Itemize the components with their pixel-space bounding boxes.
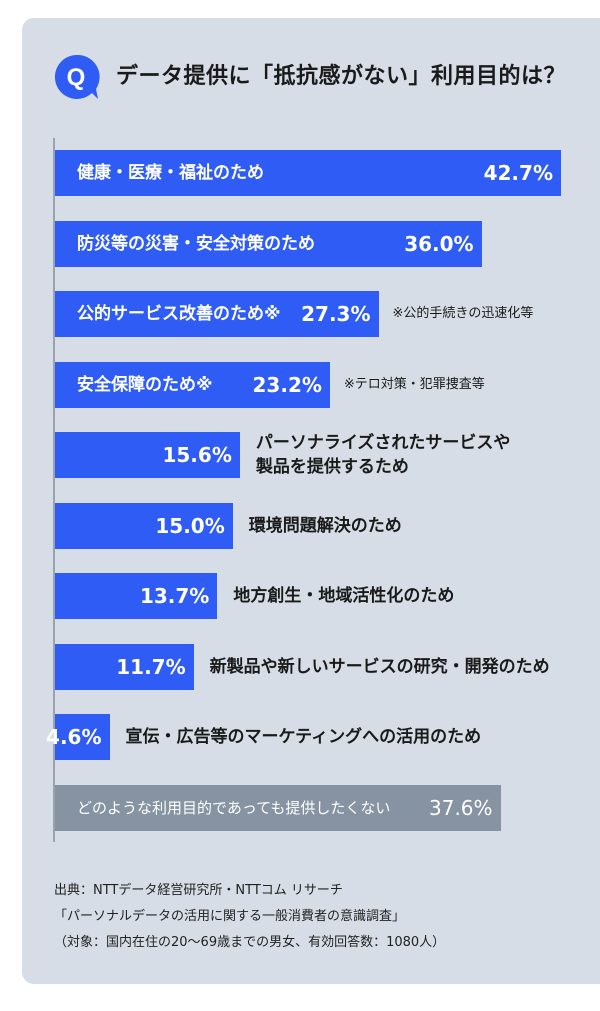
source-line-2: 「パーソナルデータの活用に関する一般消費者の意識調査」 [54,909,406,924]
chart-axis-line [53,138,55,842]
bar-category-label: 環境問題解決のため [249,514,402,538]
bar-value-label: 23.2% [252,372,322,397]
bar-category-label: 宣伝・広告等のマーケティングへの活用のため [126,725,482,749]
chart-title: データ提供に「抵抗感がない」利用目的は？ [116,64,567,89]
source-line-3: （対象：国内在住の20〜69歳までの男女、有効回答数：1080人） [54,935,446,950]
bar-note: ※公的手続きの迅速化等 [392,306,534,321]
bar-category-label-line: 健康・医療・福祉のため [77,163,264,183]
bar-2 [55,291,379,337]
bar-7 [55,643,194,690]
bar-value-label: 27.3% [301,302,371,326]
question-badge-letter: Q [67,64,86,91]
bar-value-label: 15.0% [155,513,225,538]
bar-category-label: 安全保障のため※ [77,373,213,397]
bar-category-label-line: パーソナライズされたサービスや [255,433,511,453]
bar-category-label-line: 公的サービス改善のため※ [77,304,281,324]
question-badge-icon: Q [52,53,100,101]
bar-value-label: 42.7% [483,161,553,185]
bar-3 [55,361,330,408]
bar-category-label-line: 宣伝・広告等のマーケティングへの活用のため [125,727,482,747]
source-note: 出典：NTTデータ経営研究所・NTTコム リサーチ 「パーソナルデータの活用に関… [54,878,445,956]
bar-value-label: 15.6% [162,443,232,467]
bar-value-label: 36.0% [404,231,474,256]
bar-8 [55,714,110,760]
bar-value-label: 37.6% [429,795,493,820]
bar-category-label-line: どのような利用目的であっても提供したくない [77,798,391,817]
bar-category-label: 新製品や新しいサービスの研究・開発のため [210,655,550,679]
bar-value-label: 4.6% [46,725,102,749]
bar-value-label: 11.7% [116,654,186,679]
bar-6 [55,573,218,619]
bar-note: ※テロ対策・犯罪捜査等 [343,376,485,392]
bar-9 [55,784,501,831]
bar-1 [55,220,482,267]
bar-category-label-line: 安全保障のため※ [77,374,213,395]
bar-4 [55,432,240,478]
bar-category-label: パーソナライズされたサービスや 製品を提供するため [256,431,511,479]
bar-category-label: 地方創生・地域活性化のため [233,584,454,608]
bar-category-label: どのような利用目的であっても提供したくない [77,796,390,820]
bar-category-label-line: 環境問題解決のため [248,515,402,536]
bar-category-label-line: 製品を提供するため [255,457,409,477]
bar-category-label: 健康・医療・福祉のため [77,161,264,185]
source-line-1: 出典：NTTデータ経営研究所・NTTコム リサーチ [54,883,343,898]
bar-category-label: 防災等の災害・安全対策のため [77,232,315,256]
bar-0 [55,150,561,196]
bar-category-label-line: 防災等の災害・安全対策のため [77,233,315,254]
bar-category-label: 公的サービス改善のため※ [77,302,281,326]
bar-category-label-line: 地方創生・地域活性化のため [233,586,455,606]
bar-value-label: 13.7% [139,584,210,608]
bar-category-label-line: 新製品や新しいサービスの研究・開発のため [209,656,550,677]
bar-5 [55,502,233,549]
